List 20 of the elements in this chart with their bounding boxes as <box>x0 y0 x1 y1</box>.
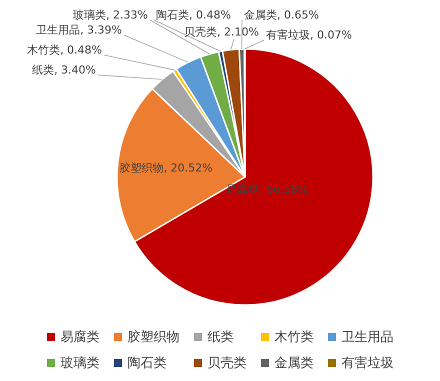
data-label: 有害垃圾, 0.07% <box>266 28 352 42</box>
data-label: 陶石类, 0.48% <box>156 8 231 22</box>
legend-label: 有害垃圾 <box>342 355 394 372</box>
data-label: 贝壳类, 2.10% <box>184 26 259 38</box>
legend-label: 陶石类 <box>128 355 166 372</box>
data-label: 胶塑织物, 20.52% <box>120 161 213 174</box>
legend-label: 易腐类 <box>60 329 100 346</box>
legend-label: 木竹类 <box>274 329 314 346</box>
legend-label: 纸类 <box>208 329 234 346</box>
data-label: 卫生用品, 3.39% <box>36 24 122 36</box>
legend-label: 卫生用品 <box>342 329 394 346</box>
legend-label: 金属类 <box>274 355 314 372</box>
data-label: 纸类, 3.40% <box>32 64 96 76</box>
data-label: 易腐类, 66.58% <box>226 183 308 196</box>
data-label: 木竹类, 0.48% <box>27 44 102 56</box>
legend-label: 贝壳类 <box>208 355 246 372</box>
data-label: 金属类, 0.65% <box>244 8 319 22</box>
legend-label: 胶塑织物 <box>128 329 180 346</box>
data-label: 玻璃类, 2.33% <box>73 8 148 22</box>
legend-label: 玻璃类 <box>60 355 100 372</box>
